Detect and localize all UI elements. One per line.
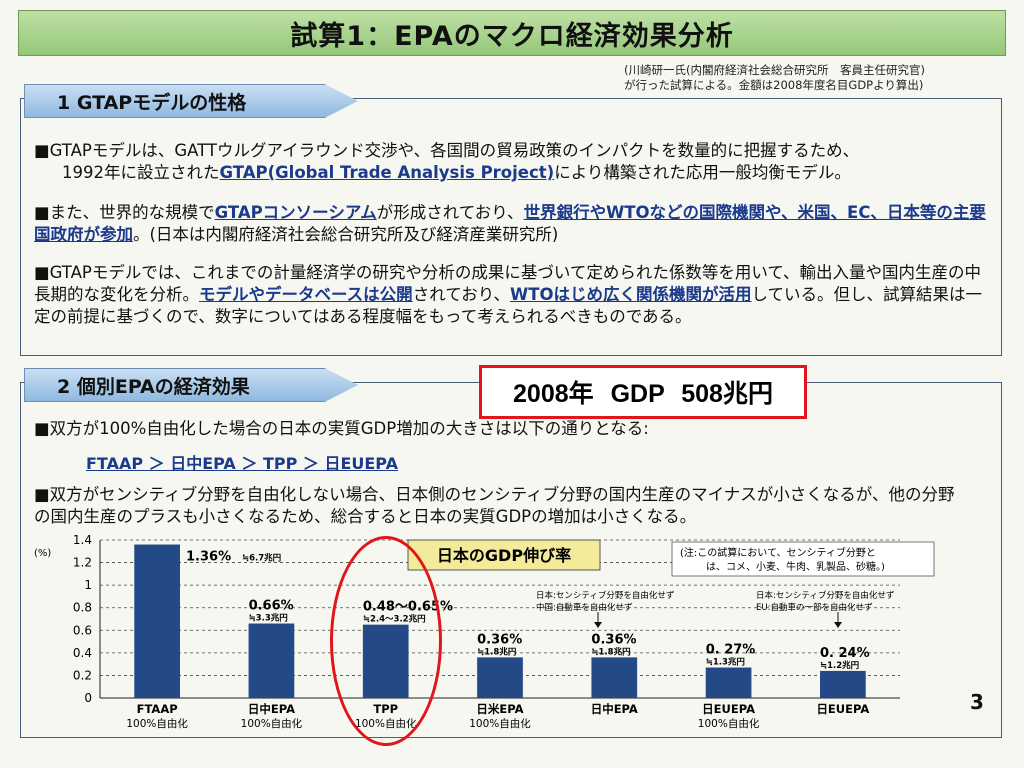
y-tick-label: 0: [84, 691, 92, 705]
y-tick-label: 1.2: [73, 556, 92, 570]
section1-box: [20, 98, 1002, 356]
bar: [248, 623, 295, 698]
x-tick-label: 日EUEPA: [702, 702, 755, 716]
model-public-link[interactable]: モデルやデータベースは公開: [199, 285, 413, 304]
x-tick-label: FTAAP: [137, 702, 178, 716]
data-label: 0.66%: [249, 599, 294, 614]
x-tick-sublabel: 100%自由化: [241, 717, 303, 730]
y-tick-label: 0.2: [73, 668, 92, 682]
note-line1: (注:この試算において、センシティブ分野と: [680, 546, 876, 559]
section1-para2-text-c: が形成されており、: [376, 203, 524, 222]
bar: [134, 544, 180, 698]
source-note-line1: (川崎研一氏(内閣府経済社会総合研究所 客員主任研究官): [624, 63, 925, 77]
y-tick-label: 1.4: [73, 533, 92, 547]
gdp-highlight-box: 2008年 GDP 508兆円: [479, 365, 807, 419]
participants-link[interactable]: 世界銀行やWTOなどの国際機関や、米国、EC、日本等の主要国政府が参加: [34, 203, 986, 244]
data-sublabel: ≒1.8兆円: [477, 646, 516, 657]
note-box: [671, 541, 935, 577]
y-tick-label: 0.4: [73, 646, 92, 660]
x-tick-sublabel: 100%自由化: [698, 717, 760, 730]
section2-para2: ■双方がセンシティブ分野を自由化しない場合、日本側のセンシティブ分野の国内生産の…: [34, 484, 964, 528]
bar: [477, 657, 523, 698]
section1-para1: ■GTAPモデルは、GATTウルグアイラウンド交渉や、各国間の貿易政策のインパク…: [34, 140, 994, 184]
gdp-growth-chart: 00.20.40.60.811.21.4 1.36% ≒6.7兆円FTAAP100…: [34, 533, 935, 730]
gdp-highlight-text: 2008年 GDP 508兆円: [513, 380, 773, 408]
data-sublabel: ≒6.7兆円: [242, 553, 281, 564]
section1-para2: ■また、世界的な規模でGTAPコンソーシアムが形成されており、世界銀行やWTOな…: [34, 202, 994, 246]
section1-para3-text-c: されており、: [412, 285, 511, 304]
section1-para2-text-e: 。(日本は内閣府経済社会総合研究所及び経済産業研究所): [133, 225, 559, 244]
data-label: 0. 27%: [706, 643, 756, 658]
y-tick-label: 1: [84, 578, 92, 592]
section1-tab-label: 1 GTAPモデルの性格: [57, 91, 247, 114]
section1-para3-text-e: している。但し、試算結果は一定の前提に基づくので、数字についてはある程度幅をもっ…: [34, 285, 983, 326]
data-sublabel: ≒1.2兆円: [820, 660, 859, 671]
section1-tab: 1 GTAPモデルの性格: [24, 84, 358, 118]
gtap-consortium-link[interactable]: GTAPコンソーシアム: [214, 203, 377, 222]
title-banner: 試算1：EPAのマクロ経済効果分析: [18, 10, 1006, 56]
data-sublabel: ≒1.3兆円: [706, 657, 745, 668]
japan-eu-note1: 日本:センシティブ分野を自由化せず: [756, 590, 894, 601]
y-axis-label: (%): [34, 548, 51, 559]
tpp-highlight-ellipse: [330, 536, 442, 746]
section1-para1-text-a: ■GTAPモデルは、GATTウルグアイラウンド交渉や、各国間の貿易政策のインパク…: [34, 141, 860, 160]
wto-usage-link[interactable]: WTOはじめ広く関係機関が活用: [510, 285, 752, 304]
x-tick-label: 日中EPA: [248, 702, 295, 716]
ranking-text: FTAAP ＞ 日中EPA ＞ TPP ＞ 日EUEPA: [86, 454, 398, 473]
section1-para1-text-b: 1992年に設立された: [62, 163, 220, 182]
data-label: 0.36%: [477, 632, 522, 647]
x-tick-sublabel: 100%自由化: [126, 717, 188, 730]
japan-eu-note2: EU:自動車の一部を自由化せず: [756, 602, 872, 613]
section2-para2-text: ■双方がセンシティブ分野を自由化しない場合、日本側のセンシティブ分野の国内生産の…: [34, 485, 955, 526]
x-tick-label: 日中EPA: [591, 702, 638, 716]
section2-para1-text: ■双方が100%自由化した場合の日本の実質GDP増加の大きさは以下の通りとなる:: [34, 419, 649, 438]
chart-grid: 0 0.2 0.4 0.6 0.8 1 1.2 1.4: [73, 533, 900, 705]
x-tick-sublabel: 100%自由化: [469, 717, 531, 730]
data-sublabel: ≒1.8兆円: [591, 646, 630, 657]
section1-para1-text-d: により構築された応用一般均衡モデル。: [554, 163, 851, 182]
bar: [591, 657, 638, 698]
bar: [820, 670, 866, 698]
section2-tab: 2 個別EPAの経済効果: [24, 368, 358, 402]
note-line2: は、コメ、小麦、牛肉、乳製品、砂糖。): [706, 560, 885, 573]
source-note-line2: が行った試算による。金額は2008年度名目GDPより算出): [624, 78, 924, 92]
section1-para2-text-a: ■また、世界的な規模で: [34, 203, 215, 222]
y-tick-label: 0.8: [73, 601, 92, 615]
arrow-japan-eu-head: [834, 622, 842, 628]
data-label: 1.36%: [186, 550, 231, 565]
data-label: 0.36%: [591, 632, 636, 647]
japan-china-note1: 日本:センシティブ分野を自由化せず: [536, 590, 674, 601]
section2-tab-label: 2 個別EPAの経済効果: [57, 375, 250, 398]
japan-china-note2: 中国:自動車を自由化せず: [536, 602, 632, 613]
section1-para3: ■GTAPモデルでは、これまでの計量経済学の研究や分析の成果に基づいて定められた…: [34, 262, 994, 328]
page-title: 試算1：EPAのマクロ経済効果分析: [290, 20, 734, 52]
chart-labels: 1.36% ≒6.7兆円FTAAP100%自由化0.66%≒3.3兆円日中EPA1…: [126, 550, 869, 730]
section1-para3-text-a: ■GTAPモデルでは、これまでの計量経済学の研究や分析の成果に基づいて定められた…: [34, 263, 982, 304]
page-number: 3: [970, 690, 984, 714]
x-tick-label: 日EUEPA: [816, 702, 869, 716]
x-tick-label: 日米EPA: [476, 702, 523, 716]
y-tick-label: 0.6: [73, 623, 92, 637]
arrow-japan-china-head: [594, 622, 602, 628]
gtap-link[interactable]: GTAP(Global Trade Analysis Project): [219, 163, 555, 182]
source-note: (川崎研一氏(内閣府経済社会総合研究所 客員主任研究官) が行った試算による。金…: [624, 63, 1014, 93]
section2-para1: ■双方が100%自由化した場合の日本の実質GDP増加の大きさは以下の通りとなる:: [34, 418, 994, 440]
chart-title-box: [407, 539, 601, 571]
chart-title: 日本のGDP伸び率: [437, 546, 571, 565]
data-label: 0. 24%: [820, 646, 870, 661]
bar: [705, 667, 752, 698]
data-sublabel: ≒3.3兆円: [249, 613, 288, 624]
